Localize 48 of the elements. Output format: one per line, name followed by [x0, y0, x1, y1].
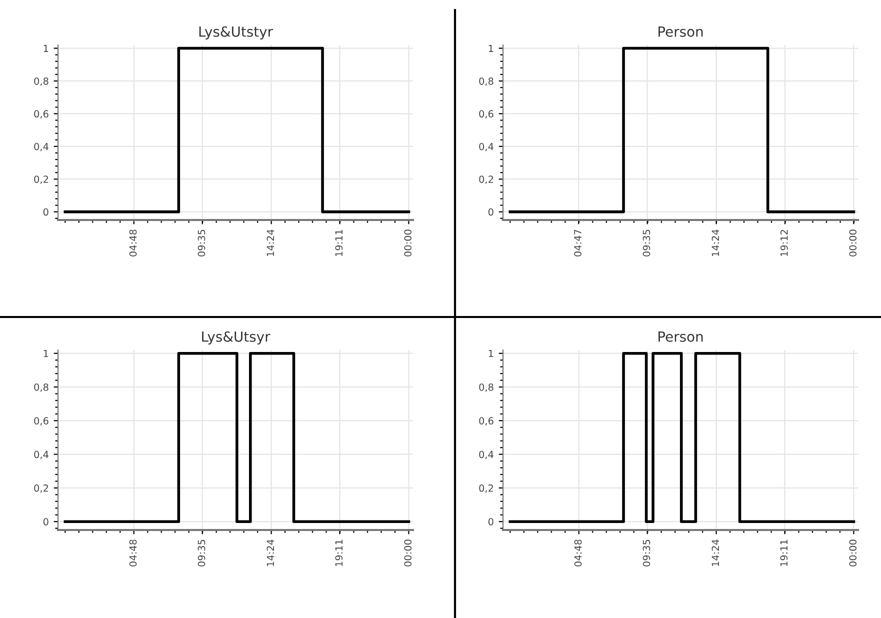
x-tick-label: 00:00: [404, 230, 412, 256]
y-tick-label: 0,8: [479, 77, 494, 86]
y-tick-label: 0: [43, 208, 48, 216]
x-tick-label: 19:11: [335, 230, 343, 256]
y-tick-label: 0,8: [34, 383, 48, 392]
y-tick-label: 0,2: [34, 176, 48, 184]
x-tick-label: 00:00: [404, 540, 412, 566]
y-tick-label: 0: [43, 518, 48, 526]
y-tick-label: 0,2: [479, 176, 493, 184]
y-tick-label: 0,8: [34, 77, 48, 86]
x-tick-label: 14:24: [266, 540, 274, 566]
chart-title: Person: [658, 332, 703, 342]
x-tick-label: 00:00: [849, 540, 857, 566]
y-tick-label: 0,6: [34, 110, 48, 119]
y-tick-label: 1: [44, 44, 48, 52]
y-tick-label: 0: [488, 518, 494, 526]
y-tick-label: 0,2: [479, 484, 493, 493]
y-tick-label: 1: [488, 44, 494, 52]
x-tick-label: 19:11: [335, 540, 343, 566]
x-tick-label: 00:00: [849, 230, 857, 256]
x-tick-label: 09:35: [642, 230, 650, 256]
y-tick-label: 0,4: [34, 142, 48, 152]
x-tick-label: 04:48: [129, 230, 137, 256]
x-tick-label: 14:24: [266, 230, 274, 256]
x-tick-label: 09:35: [198, 230, 206, 256]
y-tick-label: 1: [44, 350, 48, 358]
y-tick-label: 1: [488, 350, 494, 358]
chart-title: Person: [658, 26, 703, 37]
y-tick-label: 0,2: [34, 484, 48, 493]
y-tick-label: 0,4: [479, 450, 494, 460]
x-tick-label: 09:35: [642, 540, 650, 566]
x-tick-label: 14:24: [712, 540, 719, 566]
x-tick-label: 09:35: [198, 540, 206, 566]
x-tick-label: 04:48: [129, 540, 137, 566]
y-tick-label: 0,6: [34, 417, 48, 426]
y-tick-label: 0,4: [479, 142, 494, 152]
x-tick-label: 14:24: [712, 230, 719, 256]
x-tick-label: 19:12: [780, 230, 788, 256]
x-tick-label: 04:48: [574, 540, 582, 566]
y-tick-label: 0,4: [34, 450, 48, 460]
y-tick-label: 0: [488, 208, 494, 216]
x-tick-label: 04:47: [574, 230, 582, 256]
chart-title: Lys&Utstyr: [199, 26, 273, 40]
y-tick-label: 0,6: [479, 417, 494, 426]
x-tick-label: 19:11: [780, 540, 788, 566]
y-tick-label: 0,8: [479, 383, 494, 392]
y-tick-label: 0,6: [479, 110, 494, 119]
chart-title: Lys&Utsyr: [202, 331, 270, 345]
